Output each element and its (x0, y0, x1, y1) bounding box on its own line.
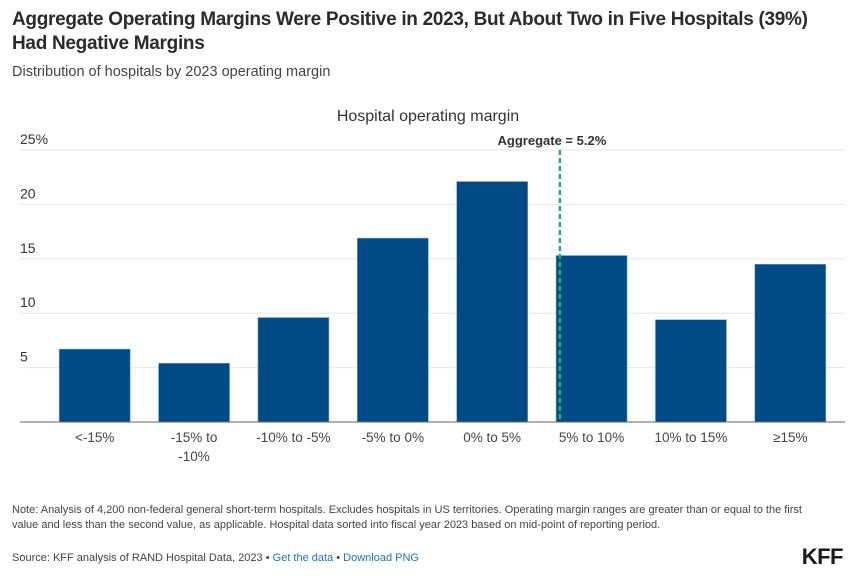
x-tick-label: -15% to (171, 430, 218, 445)
aggregate-annotation: Aggregate = 5.2% (498, 133, 607, 422)
y-tick-label: 25% (20, 131, 48, 147)
x-tick-label: ≥15% (773, 430, 807, 445)
x-axis: <-15% -15% to -10% -10% to -5% -5% to 0% 0% t… (75, 430, 808, 464)
y-tick-label: 10 (20, 294, 36, 310)
y-axis: 5 10 15 20 25% (20, 131, 48, 365)
source-line: Source: KFF analysis of RAND Hospital Da… (12, 552, 419, 564)
get-the-data-link[interactable]: Get the data (272, 552, 334, 564)
x-tick-label: 10% to 15% (655, 430, 728, 445)
x-tick-label: 5% to 10% (559, 430, 624, 445)
x-tick-label: <-15% (75, 430, 114, 445)
bar (357, 237, 429, 423)
kff-logo: KFF (801, 544, 844, 569)
chart-subtitle: Distribution of hospitals by 2023 operat… (12, 64, 331, 80)
x-tick-label: -10% (178, 449, 210, 464)
bar (754, 263, 827, 423)
separator: • (333, 552, 344, 564)
y-tick-label: 5 (20, 349, 28, 365)
x-tick-label: 0% to 5% (463, 430, 521, 445)
bar (555, 255, 628, 423)
bar (158, 362, 230, 423)
bars (58, 181, 827, 423)
bar-chart: Hospital operating margin 5 10 15 20 25% <-1… (20, 108, 845, 464)
plot-title: Hospital operating margin (337, 108, 519, 125)
aggregate-label: Aggregate = 5.2% (498, 133, 607, 148)
download-png-link[interactable]: Download PNG (343, 552, 419, 564)
x-tick-label: -10% to -5% (256, 430, 330, 445)
y-tick-label: 15 (20, 240, 36, 256)
y-tick-label: 20 (20, 185, 36, 201)
footnote: Note: Analysis of 4,200 non-federal gene… (12, 504, 802, 531)
bar (655, 319, 727, 423)
chart-title: Aggregate Operating Margins Were Positiv… (12, 9, 808, 54)
bar (58, 348, 131, 423)
x-tick-label: -5% to 0% (362, 430, 424, 445)
bar (257, 317, 330, 423)
bar (456, 181, 528, 423)
source-text: Source: KFF analysis of RAND Hospital Da… (12, 552, 273, 564)
